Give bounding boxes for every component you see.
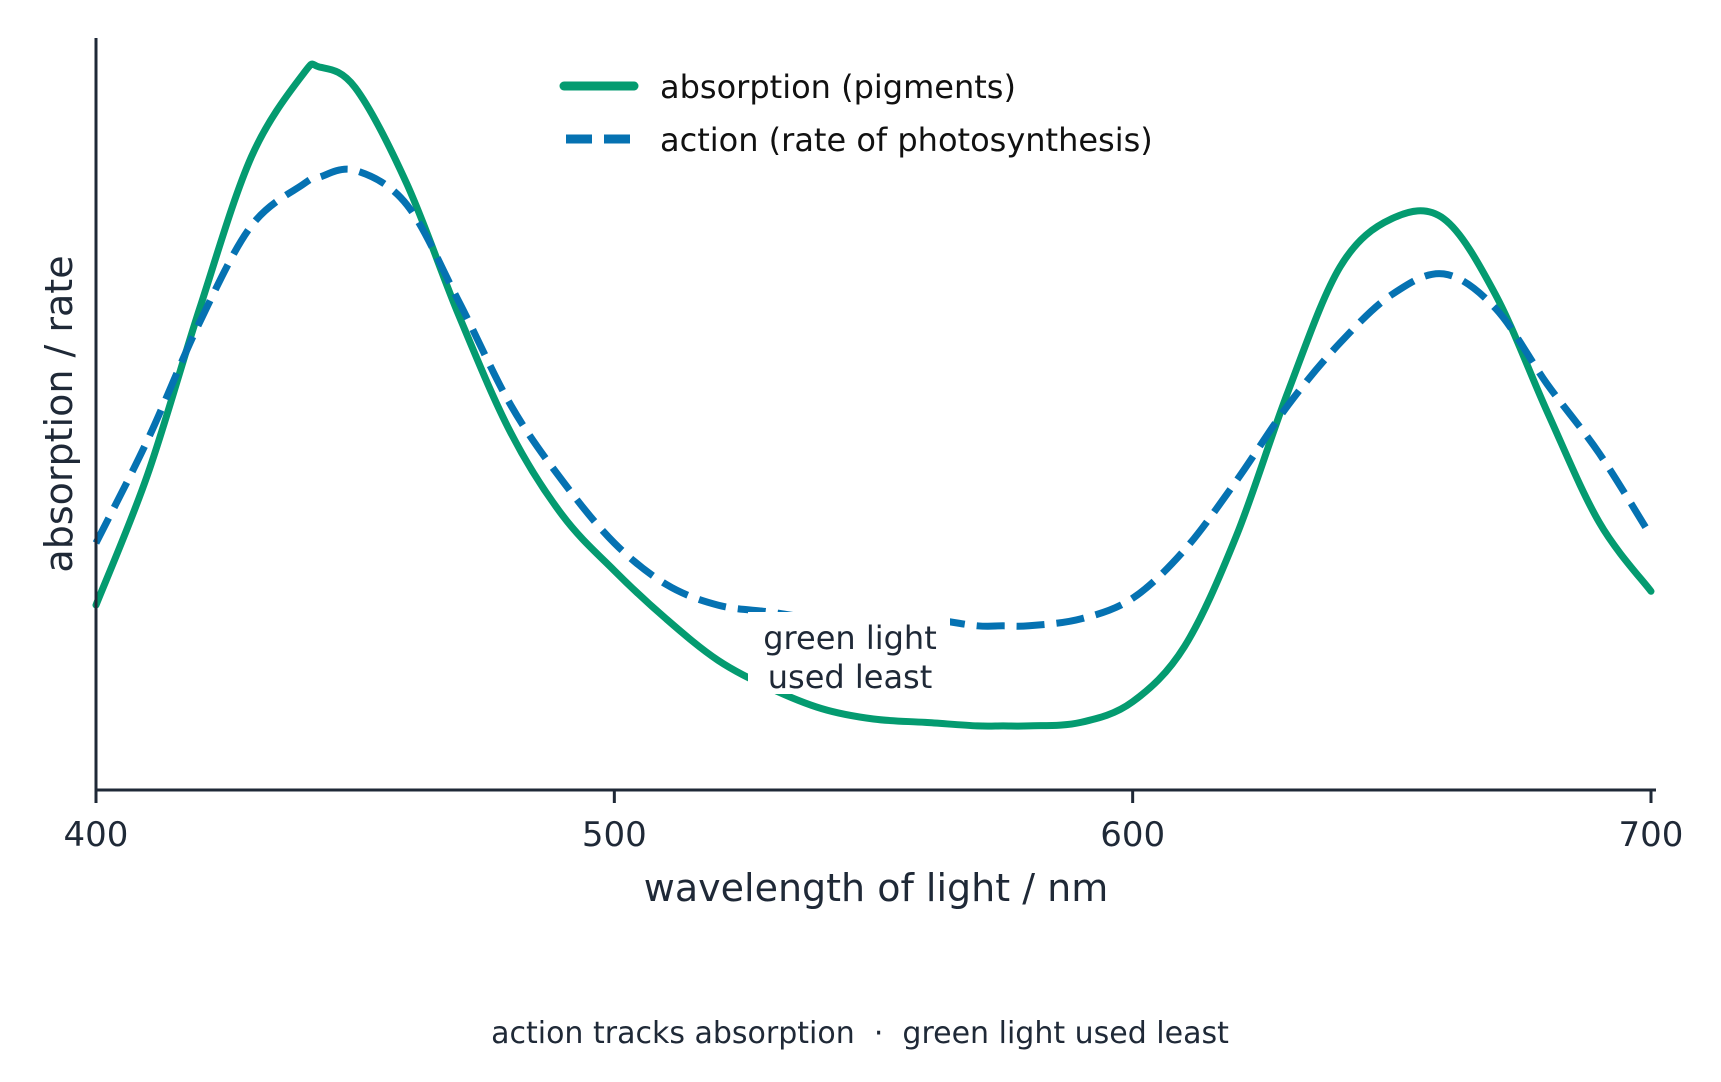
x-tick-label: 600 [1100, 815, 1165, 855]
legend: absorption (pigments) action (rate of ph… [559, 68, 1153, 159]
plot-lines [92, 60, 1655, 730]
annotation-line-1: green light [763, 619, 937, 657]
x-tick-label: 700 [1619, 815, 1684, 855]
x-ticks: 400 500 600 700 [64, 790, 1684, 855]
annotation-green-light: green light used least [748, 612, 950, 696]
legend-label-absorption: absorption (pigments) [660, 68, 1016, 106]
legend-label-action: action (rate of photosynthesis) [660, 121, 1153, 159]
x-axis-label: wavelength of light / nm [644, 866, 1108, 910]
x-tick-label: 500 [582, 815, 647, 855]
annotation-background [748, 612, 950, 694]
y-axis-label: absorption / rate [37, 255, 81, 572]
x-tick-label: 400 [64, 815, 129, 855]
action-curve [92, 165, 1654, 630]
annotation-line-2: used least [768, 658, 933, 696]
absorption-curve [92, 60, 1655, 730]
caption: action tracks absorption · green light u… [491, 1016, 1229, 1051]
